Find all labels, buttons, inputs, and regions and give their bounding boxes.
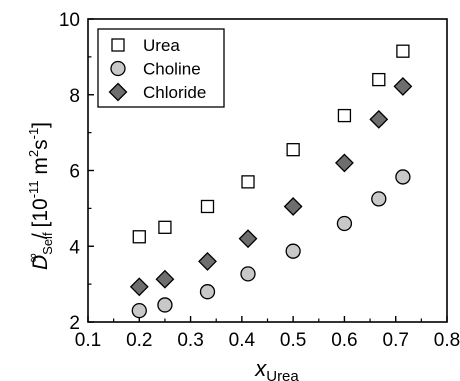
legend-marker-chloride	[108, 82, 128, 102]
y-axis-units-sup2: 2	[26, 150, 41, 157]
data-points	[129, 44, 413, 319]
chloride-point	[283, 197, 303, 216]
y-axis-units-sup1: -11	[26, 180, 41, 198]
chloride-point	[335, 153, 354, 173]
choline-point	[336, 215, 353, 232]
legend-label-chloride: Chloride	[143, 83, 206, 102]
choline-point	[285, 243, 301, 259]
legend-item-chloride: Chloride	[108, 82, 206, 102]
x-tick-label: 0.3	[177, 330, 203, 351]
chloride-point	[369, 109, 389, 129]
y-axis-label: DSelf∞ / [10-11 m2s-1]	[25, 122, 55, 270]
urea-point	[200, 199, 215, 214]
y-axis-label-sup: ∞	[25, 253, 40, 262]
plot-frame	[87, 18, 448, 323]
x-axis-label-sub: Urea	[266, 368, 299, 381]
y-tick-label: 6	[69, 162, 80, 183]
legend-item-urea: Urea	[111, 36, 180, 55]
x-tick-label: 0.7	[383, 330, 409, 351]
urea-point	[158, 220, 172, 234]
x-axis-label: xUrea	[254, 356, 299, 381]
x-tick-label: 0.1	[75, 330, 101, 351]
y-axis-label-units: / [10	[29, 198, 52, 239]
y-tick-label: 4	[69, 237, 80, 258]
legend-marker-choline	[110, 60, 126, 77]
series-chloride	[129, 76, 413, 297]
y-axis-label-sub: Self	[40, 232, 55, 255]
y-axis-units-sup3: -1	[26, 128, 41, 140]
urea-point	[241, 175, 255, 189]
x-axis-label-main: x	[254, 356, 267, 381]
choline-point	[240, 266, 256, 282]
chloride-point	[129, 277, 149, 297]
choline-point	[199, 284, 216, 300]
legend: Urea Choline Chloride	[97, 28, 225, 108]
chloride-point	[393, 76, 413, 96]
urea-point	[132, 230, 146, 244]
chloride-point	[238, 229, 258, 249]
x-tick-label: 0.6	[331, 330, 357, 351]
x-tick-label: 0.5	[280, 330, 306, 351]
y-tick-label: 8	[69, 86, 80, 107]
choline-point	[131, 302, 147, 319]
legend-label-urea: Urea	[143, 36, 180, 55]
x-tick-label: 0.2	[126, 330, 152, 351]
urea-point	[396, 44, 410, 58]
legend-marker-urea	[111, 38, 125, 52]
legend-item-choline: Choline	[110, 60, 201, 79]
y-tick-label: 2	[69, 313, 80, 334]
chloride-point	[198, 251, 217, 271]
series-choline	[131, 169, 411, 319]
choline-point	[395, 169, 411, 185]
x-tick-label: 0.8	[434, 330, 460, 351]
y-tick-label: 10	[59, 10, 80, 31]
legend-label-choline: Choline	[143, 60, 201, 79]
choline-point	[157, 297, 173, 313]
x-tick-label: 0.4	[229, 330, 256, 351]
series-urea	[132, 44, 410, 244]
y-axis-label-main: D	[29, 255, 52, 270]
urea-point	[337, 108, 352, 123]
chloride-point	[155, 269, 175, 289]
y-axis-units-s: s	[29, 139, 52, 150]
choline-point	[371, 191, 387, 207]
tick-labels: 0.1 0.2 0.3 0.4 0.5 0.6 0.7 0.8 2 4 6 8 10	[59, 10, 460, 351]
urea-point	[286, 143, 300, 157]
urea-point	[372, 72, 386, 87]
y-axis-units-m: m	[29, 157, 52, 180]
y-axis-units-end: ]	[29, 122, 52, 128]
